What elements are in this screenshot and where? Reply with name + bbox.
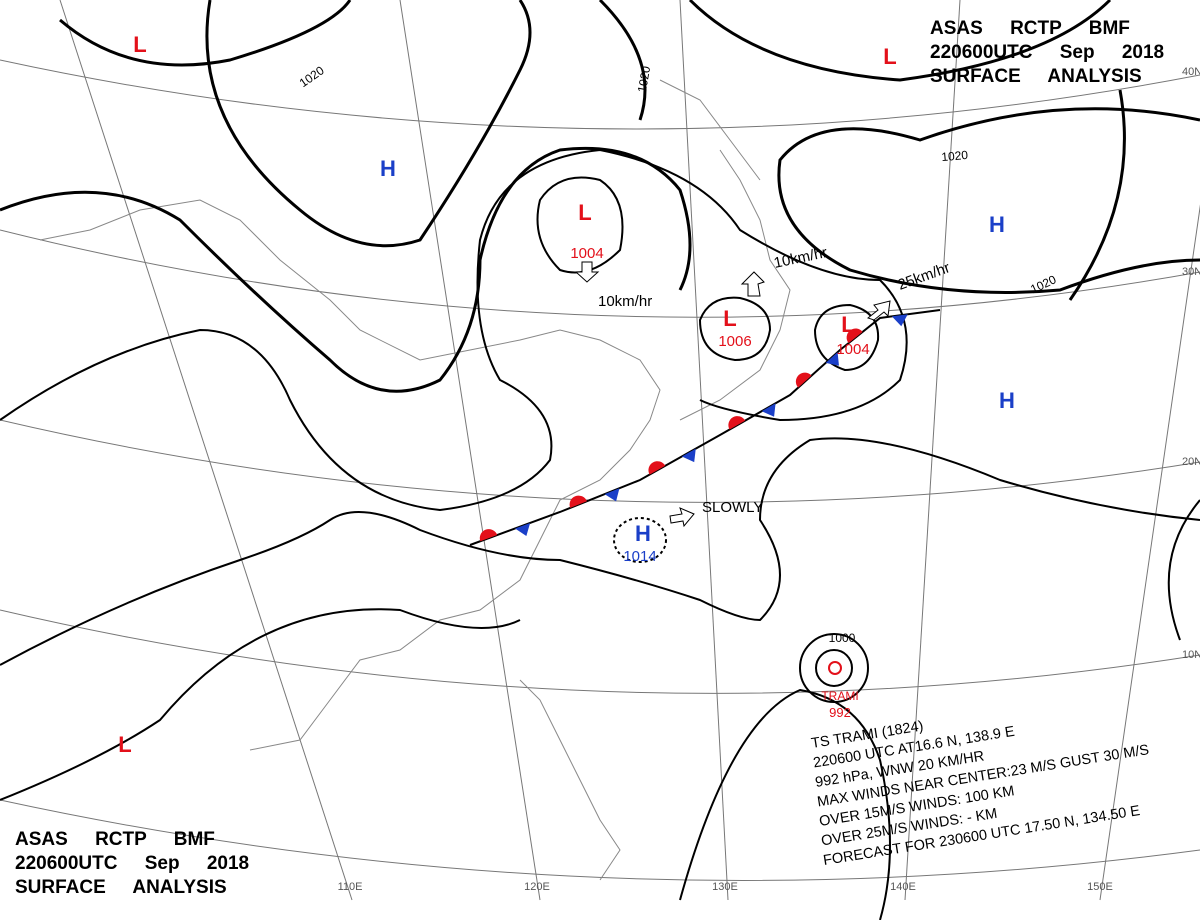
longitude-line bbox=[1099, 204, 1200, 901]
typhoon-symbol bbox=[828, 661, 842, 675]
center-pressure: 1014 bbox=[623, 548, 656, 565]
isobar bbox=[59, 0, 352, 67]
latitude-line bbox=[0, 609, 1200, 694]
latitude-line bbox=[0, 229, 1200, 318]
longitude-line bbox=[399, 0, 541, 901]
pressure-center: L bbox=[841, 312, 854, 337]
center-pressure: 1004 bbox=[570, 245, 603, 262]
isobar-label: 1000 bbox=[829, 631, 856, 645]
motion-label: 10km/hr bbox=[598, 293, 652, 310]
latitude-label: 10N bbox=[1182, 649, 1200, 661]
center-pressure: 1004 bbox=[836, 341, 869, 358]
coastline bbox=[39, 199, 661, 751]
pressure-center: H bbox=[989, 212, 1005, 237]
cold-front-symbol bbox=[681, 448, 696, 463]
isobar bbox=[0, 437, 1200, 666]
pressure-center: L bbox=[723, 306, 736, 331]
motion-arrows bbox=[574, 261, 891, 528]
header-line: SURFACE ANALYSIS bbox=[930, 66, 1142, 87]
coastline bbox=[679, 149, 791, 421]
labels: ASAS RCTP BMF 220600UTC Sep 2018 SURFACE A… bbox=[15, 18, 1200, 898]
cold-front-symbol bbox=[891, 314, 908, 327]
pressure-center: L bbox=[883, 44, 896, 69]
isobar-dashed bbox=[613, 517, 667, 563]
longitude-line bbox=[59, 0, 353, 901]
pressure-center: H bbox=[635, 521, 651, 546]
header-line: ASAS RCTP BMF bbox=[15, 829, 215, 850]
warm-front-symbol bbox=[728, 416, 746, 430]
latitude-label: 30N bbox=[1182, 266, 1200, 278]
latitude-line bbox=[0, 59, 1200, 130]
warm-front-symbol bbox=[569, 495, 587, 508]
warm-front-symbol bbox=[846, 328, 863, 344]
longitude-label: 140E bbox=[890, 881, 916, 893]
pressure-center: L bbox=[578, 200, 591, 225]
latitude-label: 40N bbox=[1182, 66, 1200, 78]
motion-arrow bbox=[669, 507, 695, 528]
typhoon-name: TRAMI bbox=[821, 689, 858, 703]
coastlines bbox=[39, 79, 791, 881]
typhoon-pressure: 992 bbox=[829, 705, 851, 720]
longitude-line bbox=[679, 0, 729, 901]
longitude-line bbox=[904, 0, 961, 901]
stationary-front bbox=[469, 309, 941, 546]
pressure-center: H bbox=[380, 156, 396, 181]
isobar bbox=[0, 146, 692, 393]
cold-front-symbol bbox=[604, 488, 620, 502]
pressure-center: L bbox=[133, 32, 146, 57]
cold-front-symbol bbox=[825, 352, 839, 366]
isobar bbox=[598, 0, 647, 121]
graticule bbox=[0, 0, 1200, 901]
isobar bbox=[799, 633, 869, 703]
motion-arrow bbox=[740, 271, 765, 297]
coastline bbox=[659, 79, 761, 181]
cold-front-symbol bbox=[761, 403, 776, 417]
motion-arrow bbox=[866, 300, 891, 321]
warm-front-symbol bbox=[648, 461, 666, 475]
center-pressure: 1006 bbox=[718, 333, 751, 350]
isobar bbox=[0, 608, 521, 801]
header-line: ASAS RCTP BMF bbox=[930, 18, 1130, 39]
pressure-center: H bbox=[999, 388, 1015, 413]
longitude-label: 120E bbox=[524, 881, 550, 893]
cold-front-symbol bbox=[515, 522, 531, 537]
longitude-label: 130E bbox=[712, 881, 738, 893]
latitude-label: 20N bbox=[1182, 456, 1200, 468]
warm-front-symbol bbox=[795, 372, 812, 388]
coastline bbox=[519, 679, 621, 881]
isobar bbox=[688, 0, 1112, 82]
motion-label: SLOWLY bbox=[702, 499, 763, 516]
isobar bbox=[0, 148, 908, 512]
isobar-label: 1020 bbox=[635, 65, 653, 94]
header-line: 220600UTC Sep 2018 bbox=[15, 853, 249, 874]
front-line bbox=[469, 309, 941, 546]
longitude-label: 110E bbox=[338, 881, 363, 893]
isobar bbox=[777, 107, 1200, 294]
header-line: 220600UTC Sep 2018 bbox=[930, 42, 1164, 63]
pressure-center: L bbox=[118, 732, 131, 757]
header-line: SURFACE ANALYSIS bbox=[15, 877, 227, 898]
longitude-label: 150E bbox=[1087, 881, 1113, 893]
isobar bbox=[679, 688, 891, 920]
isobar-label: 1020 bbox=[941, 148, 969, 164]
warm-front-symbol bbox=[479, 529, 498, 542]
isobar bbox=[205, 0, 532, 248]
isobar bbox=[1167, 499, 1200, 641]
isobar bbox=[815, 649, 853, 687]
motion-arrow bbox=[574, 261, 600, 283]
isobar bbox=[1068, 89, 1126, 301]
isobar bbox=[698, 296, 772, 362]
latitude-line bbox=[0, 799, 1200, 881]
isobar bbox=[536, 176, 624, 274]
typhoon-center bbox=[828, 661, 842, 675]
